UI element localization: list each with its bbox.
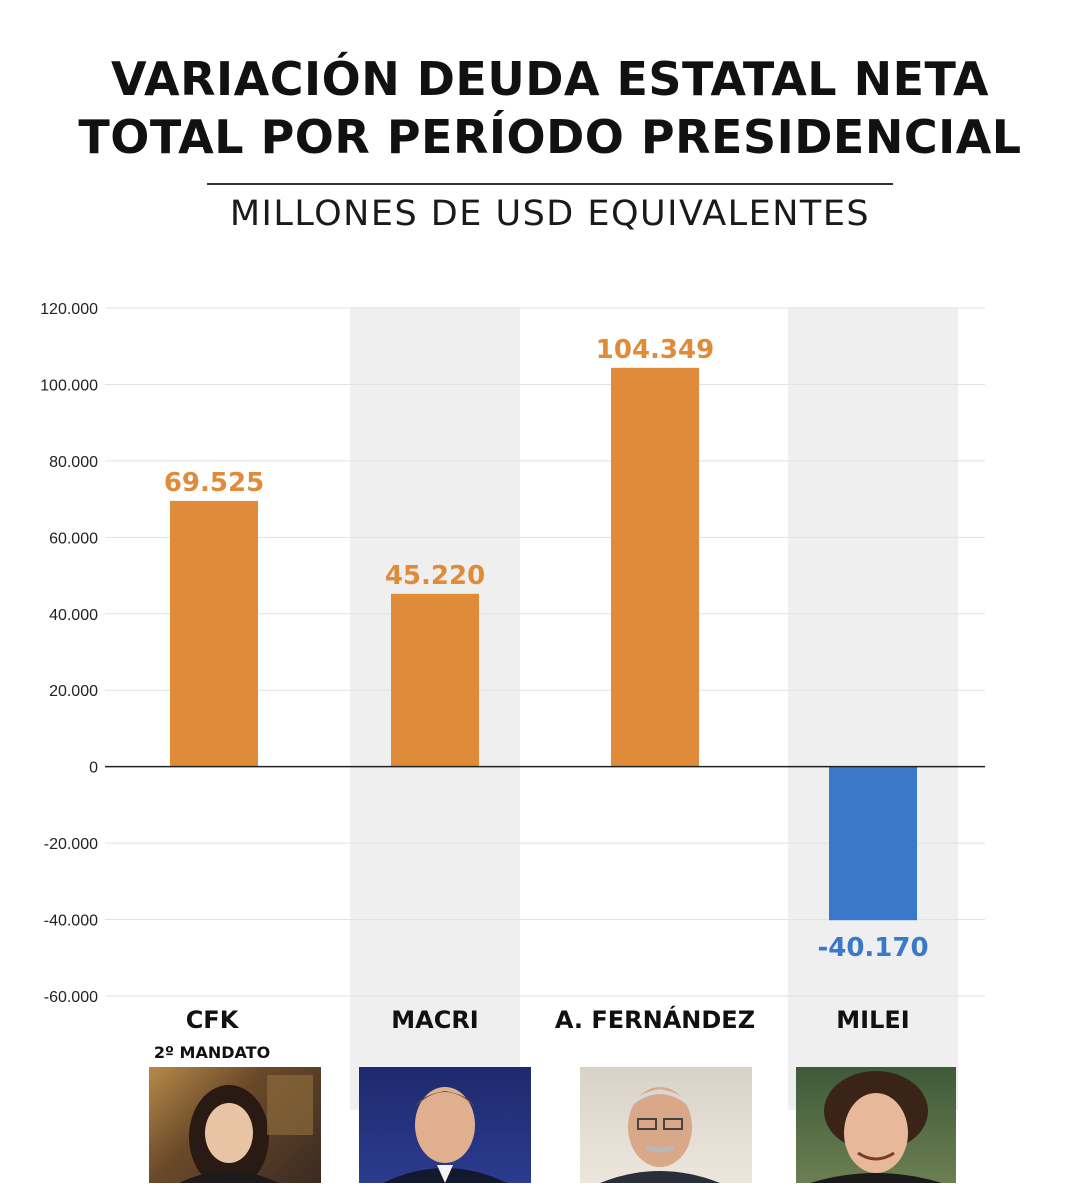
portrait-woman-icon (179, 1075, 313, 1183)
category-label: CFK (186, 1006, 240, 1034)
fernandez-photo (580, 1067, 752, 1183)
value-label: 69.525 (164, 468, 264, 498)
title-divider (207, 183, 893, 185)
milei-photo (796, 1067, 956, 1183)
bar (170, 500, 258, 767)
y-tick-label: 120.000 (40, 301, 98, 318)
cfk-photo (149, 1067, 321, 1183)
portrait-man-glasses-icon (600, 1087, 720, 1183)
portrait-man-icon (383, 1087, 507, 1183)
y-tick-label: 80.000 (49, 454, 98, 471)
y-tick-label: 100.000 (40, 377, 98, 394)
bar (611, 367, 699, 767)
chart-title-line-1: VARIACIÓN DEUDA ESTATAL NETA (111, 52, 989, 106)
macri-photo (359, 1067, 531, 1183)
bar (829, 766, 917, 921)
y-tick-label: 0 (89, 760, 98, 777)
chart-subtitle: MILLONES DE USD EQUIVALENTES (229, 194, 871, 234)
bar (391, 593, 479, 767)
category-label: A. FERNÁNDEZ (555, 1005, 755, 1034)
portrait-man-curly-icon (810, 1071, 942, 1183)
value-label: 45.220 (385, 561, 485, 591)
y-tick-label: 60.000 (49, 530, 98, 547)
category-sublabel: 2º MANDATO (154, 1043, 270, 1062)
chart-title-line-2: TOTAL POR PERÍODO PRESIDENCIAL (78, 110, 1022, 164)
value-label: 104.349 (596, 335, 714, 365)
value-label: -40.170 (817, 933, 928, 963)
category-label: MACRI (391, 1006, 478, 1034)
y-tick-label: -20.000 (44, 836, 98, 853)
y-tick-label: -40.000 (44, 913, 98, 930)
column-shade (788, 308, 958, 1110)
category-label: MILEI (836, 1006, 909, 1034)
y-tick-label: 20.000 (49, 683, 98, 700)
y-tick-label: -60.000 (44, 989, 98, 1006)
y-tick-label: 40.000 (49, 607, 98, 624)
